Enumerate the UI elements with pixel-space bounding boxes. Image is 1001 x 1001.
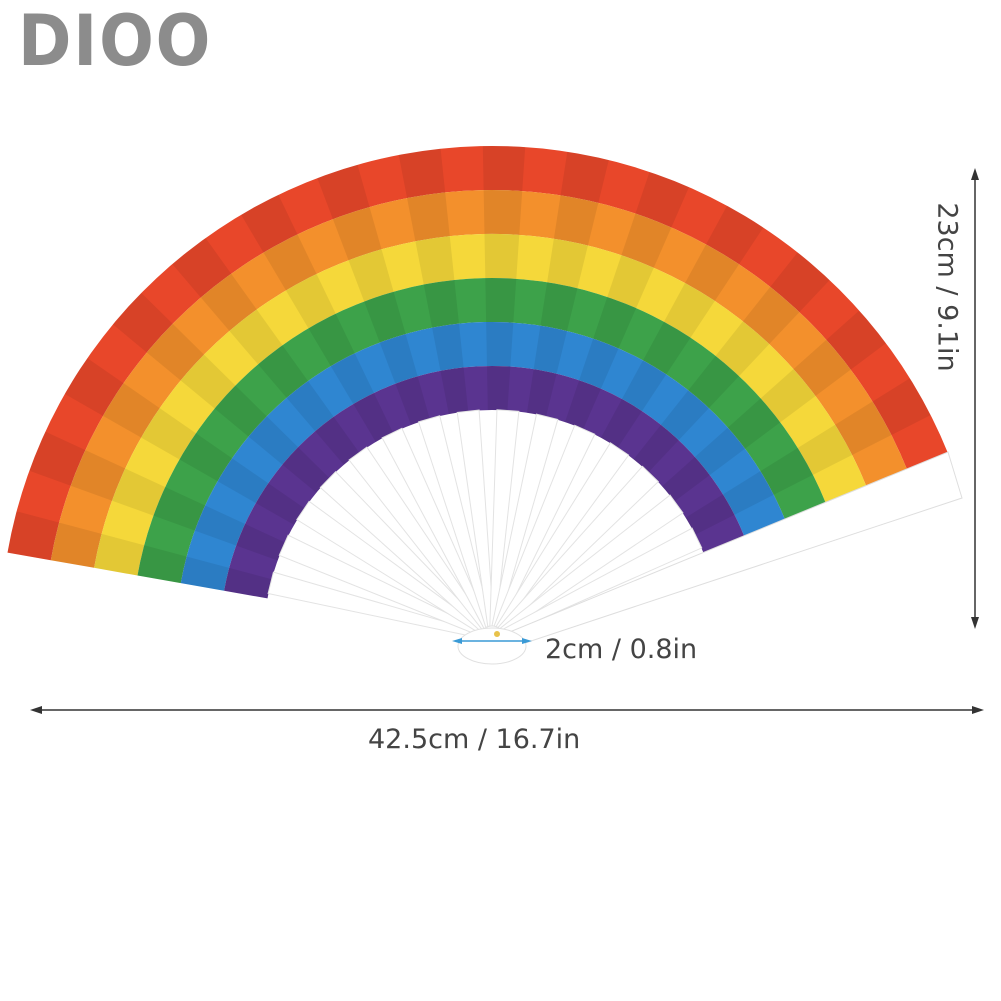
fan-pleat-shade bbox=[112, 292, 330, 493]
pivot-arrow-right bbox=[522, 638, 532, 644]
fan-pleat-shade bbox=[600, 205, 764, 448]
fan-pleat-shade bbox=[241, 194, 393, 442]
fan-body bbox=[7, 146, 949, 599]
height-label: 23cm / 9.1in bbox=[931, 202, 963, 372]
fan-rivet bbox=[494, 631, 500, 637]
fan-pleat-shade bbox=[172, 238, 360, 465]
fan-pleat-shade bbox=[565, 171, 689, 430]
fan-ribs bbox=[267, 409, 963, 665]
width-arrow-right bbox=[972, 706, 984, 714]
fan-stripe-3 bbox=[94, 233, 867, 576]
fan-pivot bbox=[457, 627, 527, 665]
width-arrow-left bbox=[30, 706, 42, 714]
fan-pleat-shade bbox=[317, 164, 430, 425]
fan-stripe-5 bbox=[180, 321, 786, 591]
height-arrow-bottom bbox=[971, 617, 979, 629]
height-arrow-top bbox=[971, 168, 979, 180]
width-label: 42.5cm / 16.7in bbox=[368, 724, 581, 755]
fan-pleat-shade bbox=[64, 358, 305, 525]
dimension-lines bbox=[30, 168, 984, 714]
pivot-arrow-left bbox=[452, 638, 462, 644]
fan-pleat-shade bbox=[29, 431, 285, 561]
brand-logo: DIOO bbox=[18, 0, 213, 82]
fan-stripe-4 bbox=[137, 278, 826, 584]
fan-pleat-shade bbox=[398, 148, 469, 415]
fan-pleat-shade bbox=[633, 252, 830, 473]
fan-pleat-shade bbox=[482, 146, 526, 411]
fan-pleat-shade bbox=[662, 310, 886, 502]
fan-pleat-shade bbox=[685, 378, 931, 535]
fan-stripe-6 bbox=[224, 365, 745, 599]
pivot-label: 2cm / 0.8in bbox=[545, 634, 698, 665]
fan-stripe-1 bbox=[7, 146, 949, 561]
fan-stripe-2 bbox=[50, 189, 908, 568]
fan-pleat-shade bbox=[7, 511, 272, 599]
fan-pleat-shade bbox=[526, 151, 609, 417]
